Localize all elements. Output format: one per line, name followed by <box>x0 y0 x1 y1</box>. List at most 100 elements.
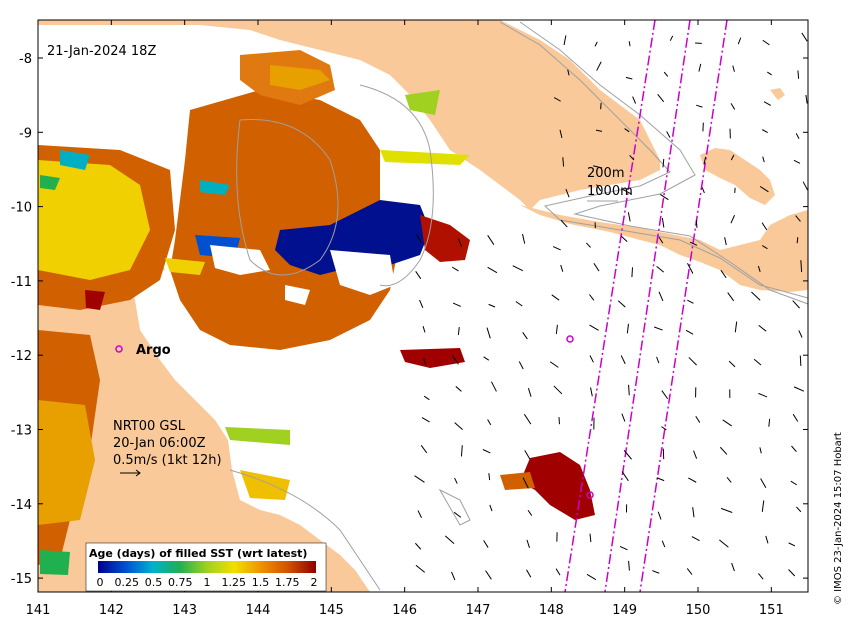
current-arrow <box>590 387 593 397</box>
current-arrow <box>727 292 735 302</box>
current-scale-label: 0.5m/s (1kt 12h) <box>113 453 222 468</box>
current-arrow <box>660 193 669 201</box>
current-arrow <box>730 103 736 110</box>
current-arrow <box>483 540 489 548</box>
current-arrow <box>518 361 524 370</box>
current-arrow <box>661 217 665 228</box>
current-arrow <box>795 133 800 139</box>
current-arrow <box>422 326 426 333</box>
current-arrow <box>485 570 492 580</box>
current-arrow <box>526 569 532 578</box>
x-tick-label: 141 <box>26 603 51 618</box>
current-arrow <box>763 101 772 106</box>
current-arrow <box>768 418 771 427</box>
current-arrow <box>458 238 463 247</box>
current-arrow <box>457 327 460 336</box>
current-arrow <box>720 269 727 279</box>
current-arrow <box>795 215 801 222</box>
legend-colorbar <box>98 561 316 573</box>
legend-tick-label: 1.25 <box>222 576 247 589</box>
current-arrow <box>695 220 698 228</box>
current-arrow <box>757 265 761 272</box>
current-arrow <box>488 473 491 481</box>
current-arrow <box>732 65 735 72</box>
current-arrow <box>559 129 563 139</box>
current-arrow <box>687 262 694 274</box>
current-arrow <box>654 326 663 331</box>
current-arrow <box>728 360 736 368</box>
legend-title: Age (days) of filled SST (wrt latest) <box>89 547 307 560</box>
current-arrow <box>451 355 459 365</box>
argo-marker <box>115 345 123 353</box>
legend-tick-label: 0 <box>97 576 104 589</box>
current-arrow <box>589 533 592 543</box>
x-tick-label: 145 <box>319 603 344 618</box>
current-arrow <box>661 540 666 548</box>
current-arrow <box>585 242 591 248</box>
current-arrow <box>658 291 664 302</box>
credit-text: © IMOS 23-Jan-2024 15:07 Hobart <box>833 432 844 605</box>
current-arrow <box>455 386 462 392</box>
current-arrow <box>799 355 802 366</box>
current-arrow <box>656 356 660 364</box>
current-arrow <box>586 573 597 581</box>
credit-svg: © IMOS 23-Jan-2024 15:07 Hobart <box>833 432 844 605</box>
current-arrow <box>759 186 769 193</box>
current-arrow <box>594 41 598 47</box>
current-arrow <box>620 355 626 365</box>
current-arrow <box>695 415 701 423</box>
current-arrow <box>551 294 560 301</box>
current-arrow <box>722 419 733 427</box>
current-arrow <box>761 129 768 134</box>
current-arrow <box>596 184 602 192</box>
current-arrow <box>555 324 558 334</box>
current-arrow <box>524 450 531 460</box>
current-arrow <box>657 511 662 520</box>
current-arrow <box>762 39 770 46</box>
contour-label-1000m: 1000m <box>587 184 633 199</box>
current-arrow <box>523 414 532 425</box>
current-time-label: 20-Jan 06:00Z <box>113 436 206 451</box>
current-arrow <box>454 422 463 431</box>
plot-frame <box>37 19 809 593</box>
current-arrow <box>792 300 800 309</box>
y-tick-label: -15 <box>11 572 32 587</box>
legend-tick-label: 1 <box>204 576 211 589</box>
current-arrow <box>669 35 674 41</box>
current-arrow <box>522 477 529 489</box>
current-arrow <box>553 97 561 102</box>
current-arrow <box>414 475 425 483</box>
current-arrow <box>788 569 796 577</box>
current-arrow <box>761 500 765 512</box>
current-arrow <box>751 291 761 301</box>
current-arrow <box>482 449 491 454</box>
x-tick-label: 142 <box>99 603 124 618</box>
current-arrow <box>724 237 727 246</box>
current-arrow <box>730 214 735 224</box>
current-arrow <box>737 37 742 45</box>
current-arrow <box>689 241 698 246</box>
current-arrow <box>623 450 632 460</box>
argo-marker <box>586 491 594 499</box>
current-arrow <box>490 381 497 392</box>
current-arrow <box>734 321 738 333</box>
legend-ticks: 0 0.25 0.5 0.75 1 1.25 1.5 1.75 2 <box>97 576 318 589</box>
x-tick-label: 147 <box>466 603 491 618</box>
current-arrow <box>589 355 594 363</box>
y-tick-label: -13 <box>11 424 32 439</box>
x-axis: 141 142 143 144 145 146 147 148 149 150 151 <box>26 20 784 618</box>
x-tick-label: 149 <box>612 603 637 618</box>
current-arrow <box>800 260 803 273</box>
current-arrow <box>685 329 694 335</box>
current-arrow <box>423 395 430 401</box>
current-arrow <box>624 128 630 133</box>
current-arrow <box>767 71 772 76</box>
current-arrow <box>759 447 762 454</box>
current-arrow <box>652 570 660 574</box>
current-arrow <box>719 446 728 455</box>
current-arrow <box>758 573 764 580</box>
current-arrow <box>686 568 693 575</box>
current-arrow <box>698 63 702 72</box>
current-arrow <box>691 536 700 542</box>
x-tick-label: 146 <box>392 603 417 618</box>
